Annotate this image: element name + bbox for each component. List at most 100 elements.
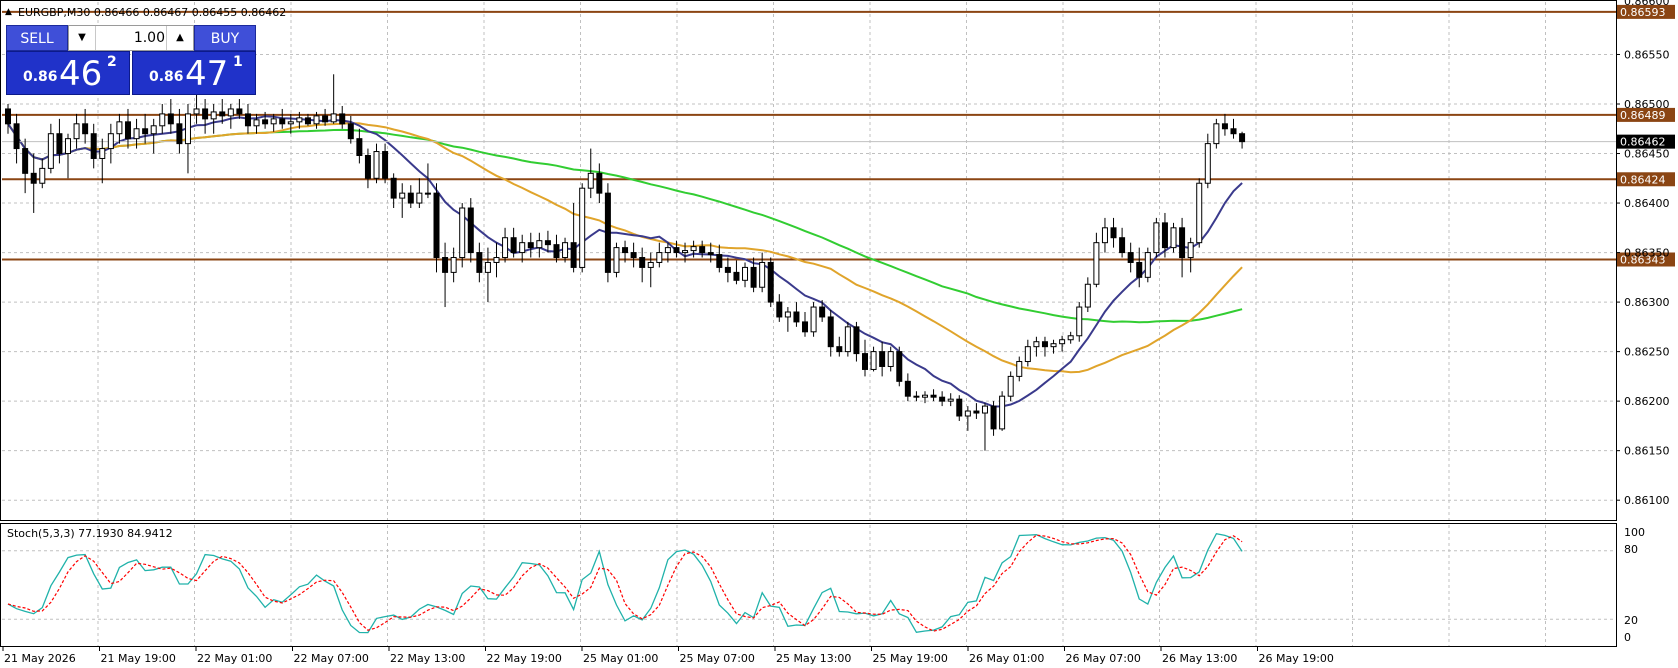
candle [433, 183, 440, 273]
candle-body [759, 261, 766, 288]
buy-price-big: 47 [185, 54, 229, 94]
candle-body [921, 394, 928, 398]
candle [1101, 217, 1108, 253]
candle [1093, 232, 1100, 288]
candle-body [399, 192, 406, 199]
candle-body [1033, 341, 1040, 348]
sell-button[interactable]: SELL [6, 25, 68, 51]
candle [1033, 336, 1040, 357]
lot-size-input[interactable] [97, 28, 167, 48]
sell-price-box[interactable]: 0.86 46 2 [6, 51, 130, 95]
price-axis-label: 0.86400 [1624, 197, 1670, 210]
candle [802, 312, 809, 337]
candle-body [442, 257, 449, 273]
candle [527, 232, 534, 258]
candle-body [407, 192, 414, 204]
candle [382, 143, 389, 184]
candle-body [47, 133, 54, 169]
candle [13, 113, 20, 164]
candle-body [133, 128, 140, 140]
candle-body [707, 252, 714, 256]
candle-body [416, 192, 423, 204]
horizontal-lines[interactable]: 0.86593 0.86489 0.86424 0.86343 [2, 4, 1675, 267]
moving-averages [2, 115, 1616, 408]
candle [930, 389, 937, 402]
candle-body [1170, 227, 1177, 249]
candle-body [1144, 252, 1151, 278]
candle [733, 260, 740, 285]
candle [296, 111, 303, 129]
candle [90, 123, 97, 169]
candle [493, 242, 500, 278]
candle-body [296, 117, 303, 123]
candle [836, 336, 843, 357]
candle-body [1007, 375, 1014, 397]
candle [981, 403, 988, 451]
candle [947, 393, 954, 407]
candle-body [544, 240, 551, 246]
candle-body [142, 128, 149, 135]
candle [699, 240, 706, 258]
candle [116, 113, 123, 144]
candle-body [1024, 346, 1031, 363]
candle-body [236, 108, 243, 115]
candle-body [930, 394, 937, 398]
horizontal-line-label: 0.86593 [1620, 6, 1666, 19]
candle-body [390, 177, 397, 199]
lot-increase-icon[interactable]: ▲ [166, 26, 193, 50]
candle-body [562, 242, 569, 259]
candle [1059, 335, 1066, 352]
candle-body [870, 351, 877, 370]
candle [339, 105, 346, 129]
candle-body [210, 111, 217, 120]
candle-body [373, 151, 380, 179]
buy-price-box[interactable]: 0.86 47 1 [132, 51, 256, 95]
horizontal-line-label: 0.86489 [1620, 109, 1666, 122]
price-axis[interactable]: 0.865500.865000.864500.864000.863500.863… [1616, 0, 1675, 507]
candle-body [733, 271, 740, 281]
candle [879, 341, 886, 377]
candle-body [90, 133, 97, 159]
time-axis-label: 22 May 01:00 [197, 652, 272, 665]
candle-body [450, 257, 457, 273]
sell-price-sup: 2 [107, 54, 117, 70]
candle-body [176, 123, 183, 145]
candle-body [1050, 343, 1057, 348]
candle [544, 230, 551, 253]
candle-body [484, 261, 491, 273]
candle-body [836, 346, 843, 353]
candle-body [424, 192, 431, 195]
candle [827, 310, 834, 357]
candle [510, 227, 517, 258]
candle [1221, 113, 1228, 136]
candle-body [999, 395, 1006, 430]
candle-body [433, 192, 440, 259]
candle [1007, 371, 1014, 402]
candle [73, 113, 80, 149]
time-axis-label: 26 May 13:00 [1162, 652, 1237, 665]
candle-body [322, 115, 329, 123]
stochastic-lines [7, 532, 1243, 634]
candle-body [647, 261, 654, 268]
stoch-main-line [7, 532, 1243, 634]
candle-body [664, 247, 671, 254]
horizontal-line-label-bg [1617, 172, 1675, 187]
candle-body [167, 113, 174, 125]
candle-body [13, 123, 20, 150]
lot-decrease-icon[interactable]: ▼ [69, 26, 96, 50]
candle [519, 234, 526, 263]
price-axis-label: 0.86300 [1624, 296, 1670, 309]
candle-body [844, 326, 851, 353]
candle-body [879, 351, 886, 367]
time-axis[interactable]: 21 May 2026 21 May 19:00 22 May 01:00 22 Ma… [2, 647, 1334, 665]
candle [279, 108, 286, 129]
candle-body [1196, 182, 1203, 244]
buy-button[interactable]: BUY [194, 25, 256, 51]
candle [1067, 331, 1074, 344]
price-axis-label: 0.86350 [1624, 247, 1670, 260]
candle-body [124, 121, 131, 140]
candle-body [1041, 341, 1048, 348]
time-axis-label: 22 May 13:00 [390, 652, 465, 665]
time-axis-label: 25 May 01:00 [583, 652, 658, 665]
